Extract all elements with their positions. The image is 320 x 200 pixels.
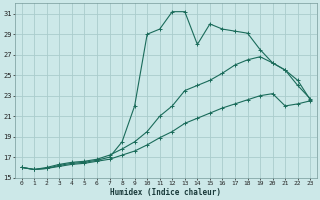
X-axis label: Humidex (Indice chaleur): Humidex (Indice chaleur): [110, 188, 221, 197]
